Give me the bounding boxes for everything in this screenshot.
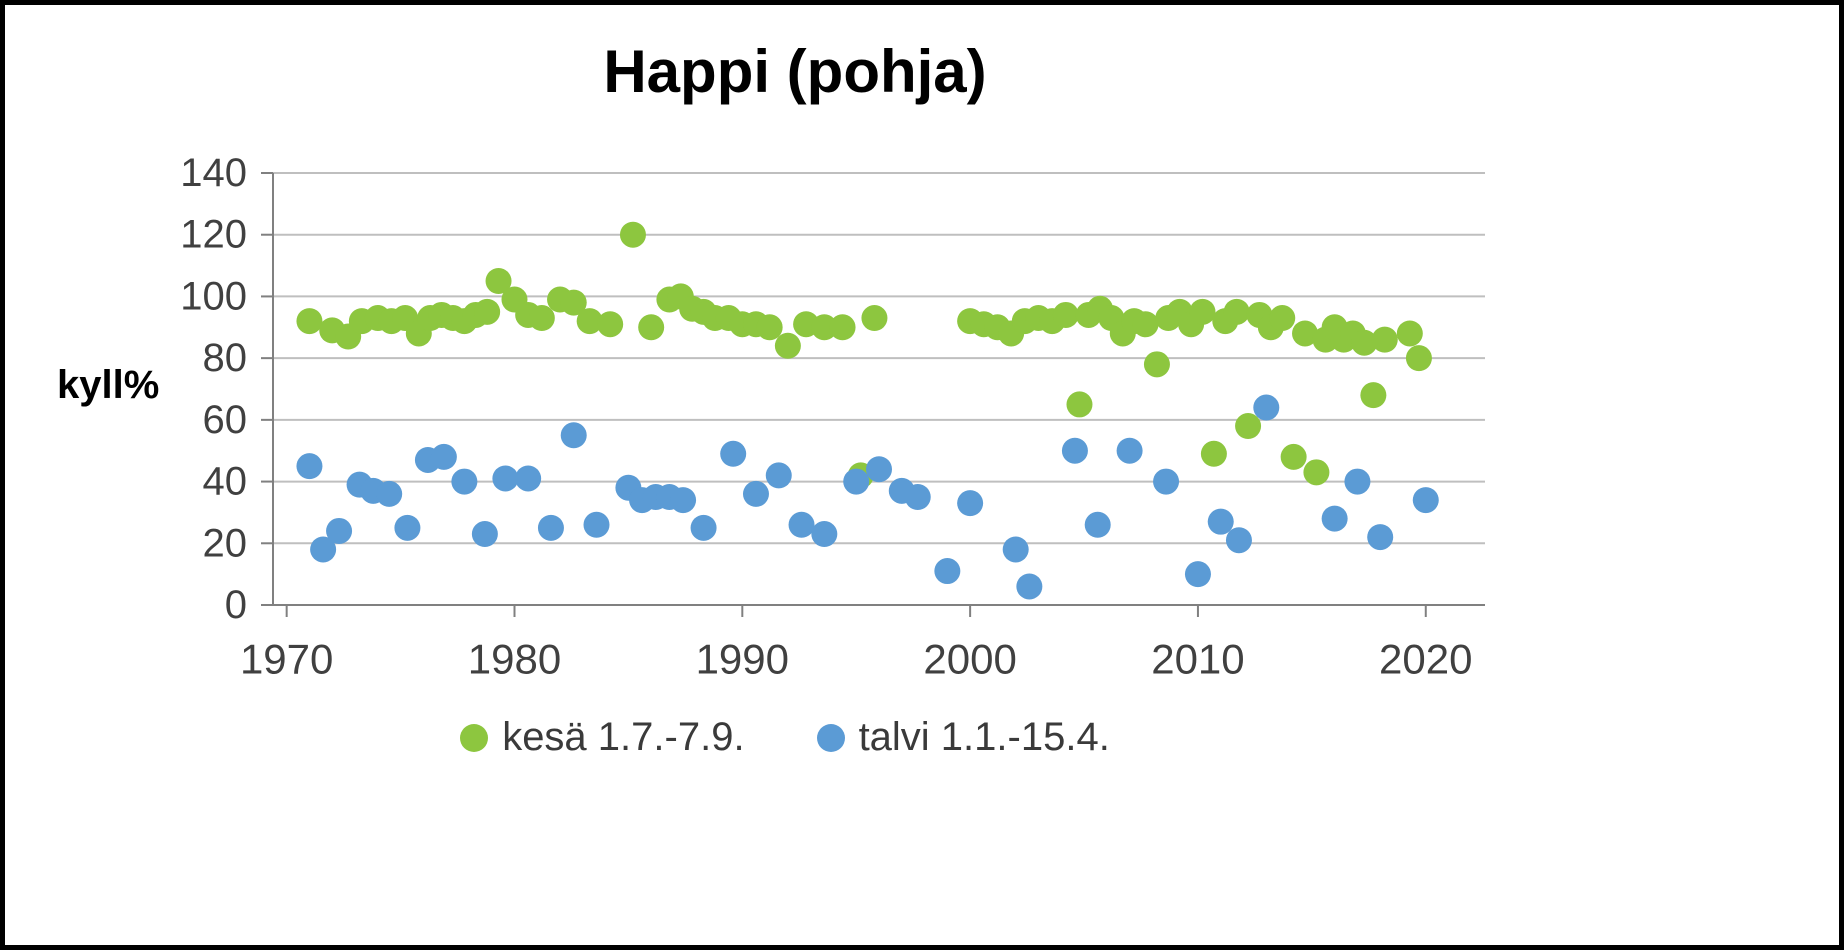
svg-text:20: 20 [203,521,248,565]
legend: kesä 1.7.-7.9. talvi 1.1.-15.4. [5,715,1565,760]
svg-text:80: 80 [203,336,248,380]
svg-text:0: 0 [225,583,247,627]
svg-text:100: 100 [180,274,247,318]
svg-text:60: 60 [203,398,248,442]
svg-text:1980: 1980 [468,635,561,682]
talvi-marker-icon [816,723,845,752]
svg-text:120: 120 [180,213,247,257]
legend-label-talvi: talvi 1.1.-15.4. [858,715,1110,759]
svg-text:140: 140 [180,151,247,195]
svg-text:2020: 2020 [1379,635,1472,682]
legend-label-kesa: kesä 1.7.-7.9. [502,715,745,759]
svg-text:2000: 2000 [923,635,1016,682]
scatter-plot: 0 20 40 60 80 100 120 140 1970 1980 1990 2000 2010 20… [180,151,1485,682]
legend-item-talvi: talvi 1.1.-15.4. [816,715,1110,760]
svg-text:1990: 1990 [696,635,789,682]
chart-title: Happi (pohja) [603,38,987,105]
kesa-marker-icon [460,723,489,752]
y-axis-label: kyll% [57,363,160,407]
svg-text:2010: 2010 [1151,635,1244,682]
legend-item-kesa: kesä 1.7.-7.9. [460,715,745,760]
svg-text:1970: 1970 [240,635,333,682]
svg-text:40: 40 [203,460,248,504]
